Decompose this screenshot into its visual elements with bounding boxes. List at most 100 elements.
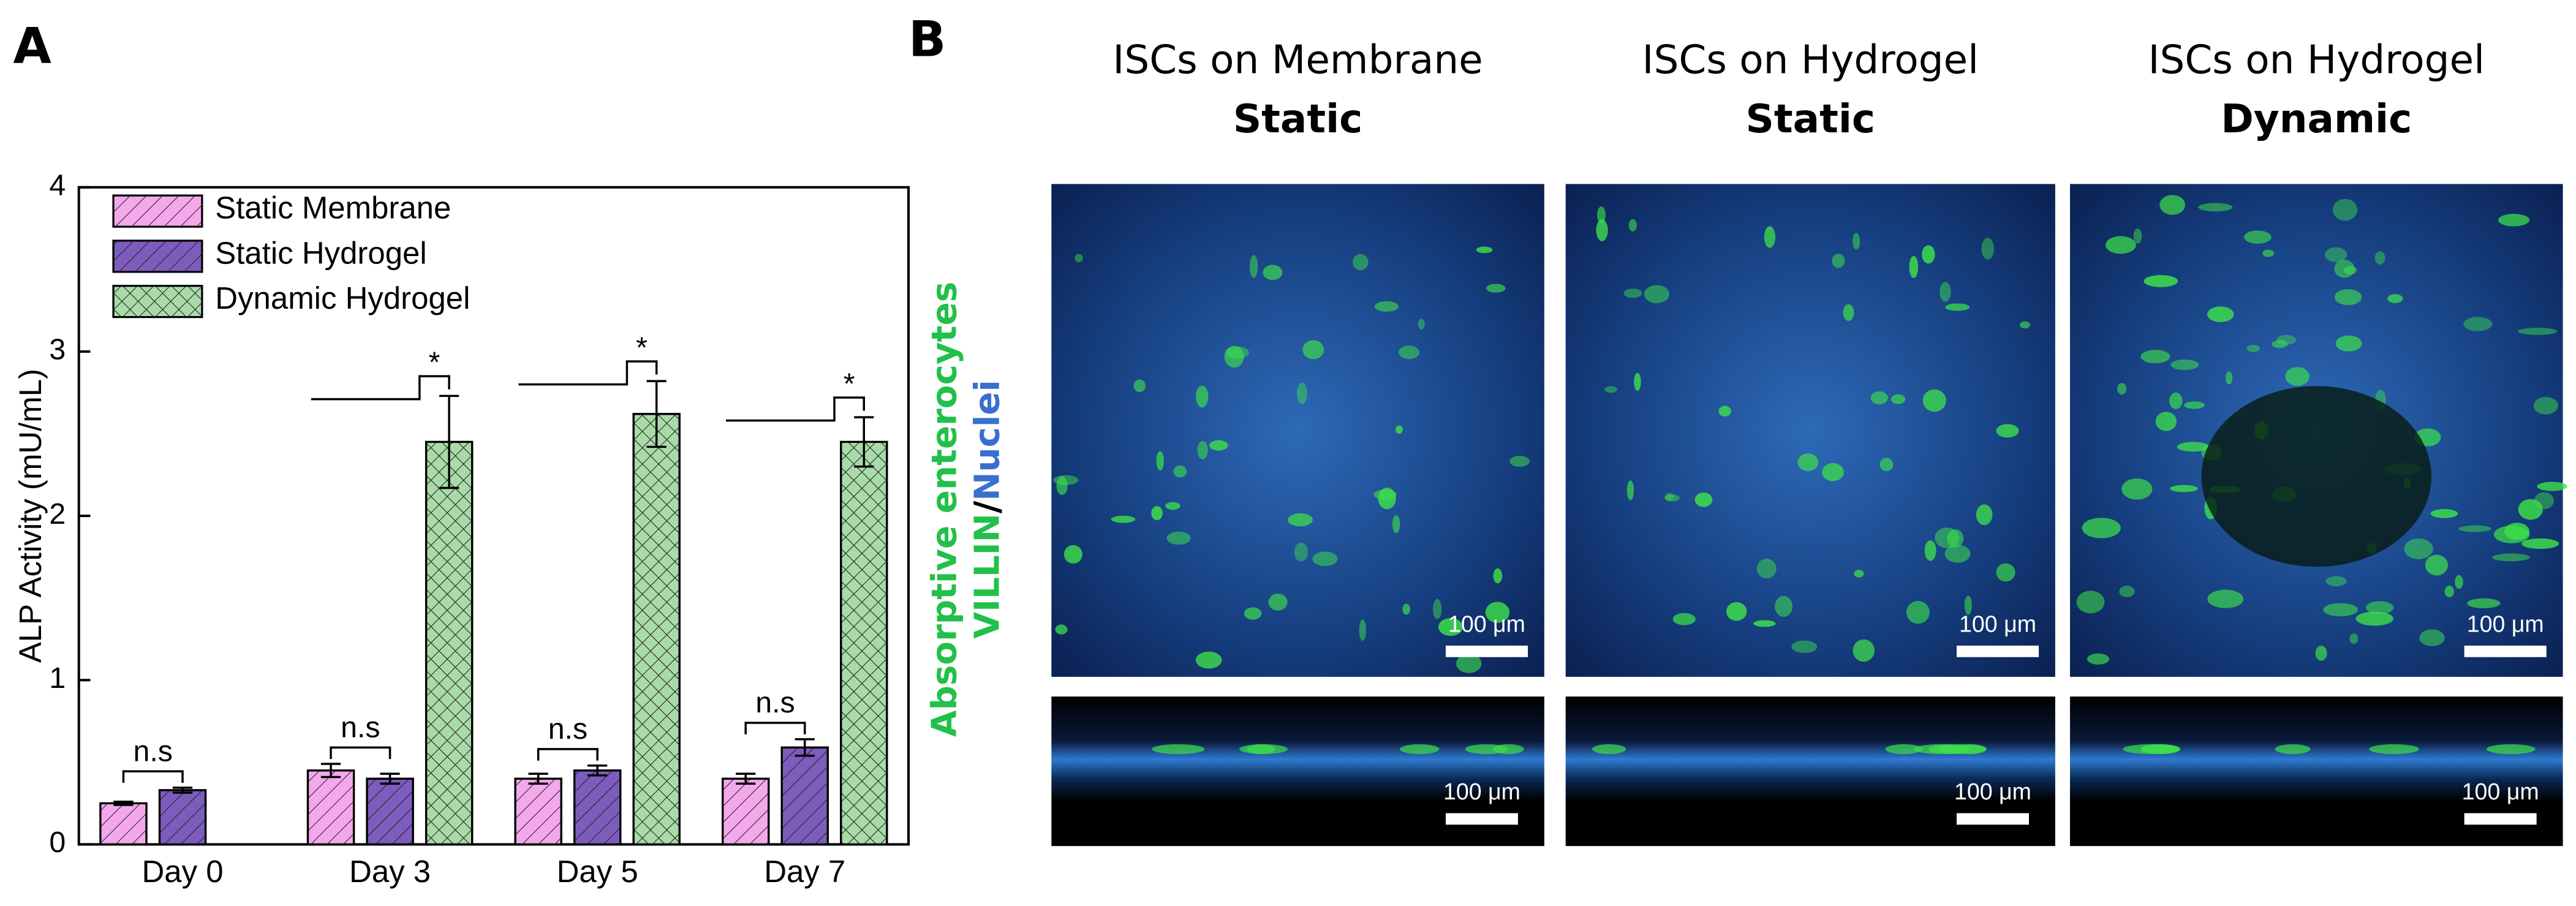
cell-stain: [1885, 744, 1922, 754]
cell-stain: [1964, 595, 1972, 615]
cell-stain: [1294, 542, 1308, 562]
significance-label: n.s: [341, 711, 380, 744]
cell-stain: [1173, 465, 1187, 478]
significance-bracket: [518, 360, 658, 386]
cell-stain: [1870, 391, 1888, 405]
cell-stain: [1879, 458, 1894, 472]
column-condition: Static: [1746, 96, 1876, 142]
cell-stain: [2169, 485, 2198, 493]
panel-b: ISCs on Membrane Static 100 μm 100 μm ISCs o…: [924, 37, 2567, 847]
scale-bar-label: 100 μm: [1443, 779, 1520, 804]
cell-stain: [1981, 238, 1995, 260]
legend-swatch-hatch: [113, 195, 202, 227]
cell-stain: [1597, 206, 1606, 224]
cell-stain: [1756, 558, 1777, 579]
error-bar: [528, 772, 548, 785]
cell-stain: [1438, 618, 1463, 636]
error-bar: [172, 787, 193, 794]
bar-hatch: [573, 769, 622, 846]
cell-stain: [1628, 219, 1637, 232]
cell-stain: [2518, 328, 2558, 335]
marker-label: VILLIN/Nuclei: [967, 380, 1007, 638]
cell-stain: [1075, 254, 1083, 263]
cell-stain: [1053, 475, 1079, 485]
cell-stain: [1791, 640, 1818, 653]
cell-stain: [2455, 575, 2463, 589]
cell-stain: [2246, 345, 2261, 352]
cell-stain: [1400, 744, 1440, 754]
cell-stain: [2325, 576, 2347, 587]
cell-stain: [1486, 284, 1506, 293]
cell-stain: [1465, 744, 1508, 754]
cell-stain: [2275, 744, 2311, 754]
cell-stain: [2207, 589, 2244, 608]
cell-stain: [2324, 247, 2347, 263]
cell-stain: [1906, 600, 1930, 624]
cell-stain: [1378, 488, 1396, 510]
cell-stain: [1055, 624, 1068, 635]
cell-stain: [2369, 744, 2419, 754]
bar-hatch: [366, 777, 414, 846]
significance-label: *: [636, 331, 648, 364]
cell-stain: [1853, 233, 1860, 250]
cell-stain: [1940, 282, 1951, 302]
cell-stain: [1623, 289, 1642, 298]
cell-stain: [2177, 442, 2210, 452]
error-bar: [320, 763, 341, 779]
cell-stain: [2272, 340, 2288, 348]
cell-stain: [1775, 595, 1793, 617]
cell-stain: [1976, 504, 1993, 526]
y-tick-label: 2: [49, 497, 66, 530]
cell-stain: [1726, 602, 1747, 621]
legend-swatch-hatch: [113, 285, 202, 317]
cell-stain: [2285, 367, 2310, 387]
cell-stain: [1111, 515, 1136, 523]
cell-stain: [1392, 515, 1400, 534]
cell-stain: [1797, 453, 1819, 471]
cell-stain: [1296, 382, 1307, 404]
cell-stain: [2404, 538, 2433, 559]
y-axis-label: ALP Activity (mU/mL): [13, 369, 48, 663]
significance-bracket: [726, 396, 866, 422]
bar-hatch: [306, 769, 355, 846]
cell-stain: [1476, 246, 1493, 254]
cell-stain: [1694, 493, 1713, 507]
cell-stain: [1853, 639, 1875, 662]
cell-stain: [1718, 406, 1731, 417]
significance-bracket: [744, 722, 806, 734]
cell-stain: [1197, 440, 1208, 459]
significance-bracket: [330, 746, 391, 759]
error-bar: [646, 380, 667, 448]
cell-stain: [2518, 499, 2543, 520]
scale-bar-label: 100 μm: [2467, 611, 2544, 637]
error-bar: [587, 764, 608, 777]
cell-stain: [2076, 591, 2105, 614]
cell-stain: [1063, 545, 1082, 564]
cell-stain: [2366, 601, 2394, 614]
cell-stain: [1947, 529, 1964, 548]
cell-stain: [1764, 226, 1776, 248]
cell-stain: [2335, 335, 2362, 352]
x-tick-label: Day 7: [764, 854, 845, 889]
cell-stain: [2144, 274, 2178, 287]
stain-name: Absorptive enterocytes: [924, 282, 964, 737]
scale-bar-label: 100 μm: [1959, 611, 2036, 637]
scale-bar: [1445, 645, 1528, 657]
cell-stain: [1353, 254, 1369, 271]
micrograph: [1051, 184, 1544, 677]
cell-stain: [2323, 603, 2358, 617]
column-title: ISCs on Hydrogel: [1642, 37, 1979, 83]
error-bar: [854, 416, 874, 468]
cell-stain: [1195, 651, 1222, 669]
cell-stain: [1634, 372, 1641, 391]
cell-stain: [1664, 494, 1680, 502]
cell-stain: [2117, 383, 2127, 395]
cell-stain: [2262, 249, 2275, 257]
scale-bar: [1956, 813, 2029, 825]
column-condition: Dynamic: [2221, 96, 2412, 142]
cell-stain: [2106, 236, 2136, 254]
cell-stain: [2355, 611, 2393, 626]
cell-stain: [2374, 251, 2385, 265]
cell-stain: [1592, 744, 1626, 754]
column-title: ISCs on Hydrogel: [2148, 37, 2485, 83]
